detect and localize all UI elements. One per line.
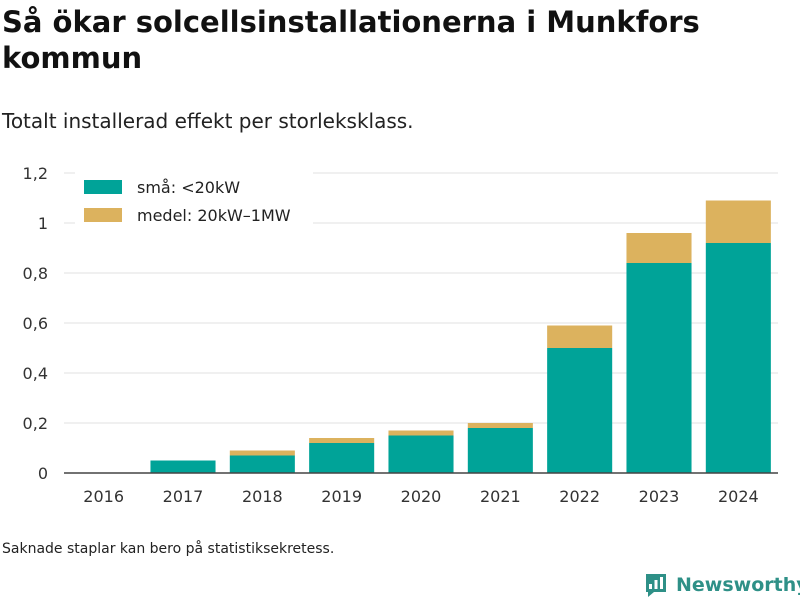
- brand-name: Newsworthy: [676, 574, 800, 596]
- x-tick-label: 2024: [718, 487, 759, 506]
- bar-segment-sma: [388, 435, 454, 473]
- bar-segment-medel: [229, 450, 295, 456]
- chart-subtitle: Totalt installerad effekt per storlekskl…: [2, 109, 414, 133]
- y-tick-label: 1,2: [23, 164, 48, 183]
- legend-label: små: <20kW: [137, 178, 240, 197]
- x-tick-label: 2018: [242, 487, 283, 506]
- bar-segment-medel: [547, 325, 613, 348]
- legend-swatch: [84, 180, 122, 194]
- y-tick-label: 0,6: [23, 314, 48, 333]
- bar-segment-sma: [547, 348, 613, 473]
- bar-segment-sma: [467, 428, 533, 473]
- bar-segment-sma: [705, 243, 771, 473]
- chart-title: Så ökar solcellsinstallationerna i Munkf…: [2, 5, 700, 75]
- x-tick-label: 2022: [559, 487, 600, 506]
- brand-logo: Newsworthy: [644, 569, 800, 601]
- bar-segment-medel: [626, 233, 692, 263]
- bar-segment-medel: [388, 430, 454, 436]
- bar-segment-sma: [150, 460, 216, 473]
- y-tick-label: 0: [38, 464, 48, 483]
- newsworthy-logo-icon: [646, 574, 666, 597]
- bars: [150, 200, 771, 473]
- x-tick-label: 2016: [83, 487, 124, 506]
- legend-label: medel: 20kW–1MW: [137, 206, 291, 225]
- y-tick-label: 1: [38, 214, 48, 233]
- bar-segment-sma: [626, 263, 692, 473]
- axes: 0 0,2 0,4 0,6 0,8 1 1,2 2016 2017 2018 2019 2020 202…: [23, 164, 778, 506]
- x-tick-label: 2020: [401, 487, 442, 506]
- bar-segment-medel: [309, 438, 375, 443]
- legend: små: <20kW medel: 20kW–1MW: [75, 172, 313, 229]
- x-tick-label: 2021: [480, 487, 521, 506]
- y-tick-label: 0,8: [23, 264, 48, 283]
- bar-segment-medel: [705, 200, 771, 243]
- x-tick-label: 2023: [639, 487, 680, 506]
- legend-swatch: [84, 208, 122, 222]
- x-tick-label: 2019: [321, 487, 362, 506]
- y-tick-label: 0,2: [23, 414, 48, 433]
- footnote: Saknade staplar kan bero på statistiksek…: [2, 541, 335, 557]
- y-tick-label: 0,4: [23, 364, 48, 383]
- x-tick-label: 2017: [163, 487, 204, 506]
- bar-segment-sma: [309, 443, 375, 473]
- bar-segment-sma: [229, 455, 295, 473]
- bar-segment-medel: [467, 423, 533, 428]
